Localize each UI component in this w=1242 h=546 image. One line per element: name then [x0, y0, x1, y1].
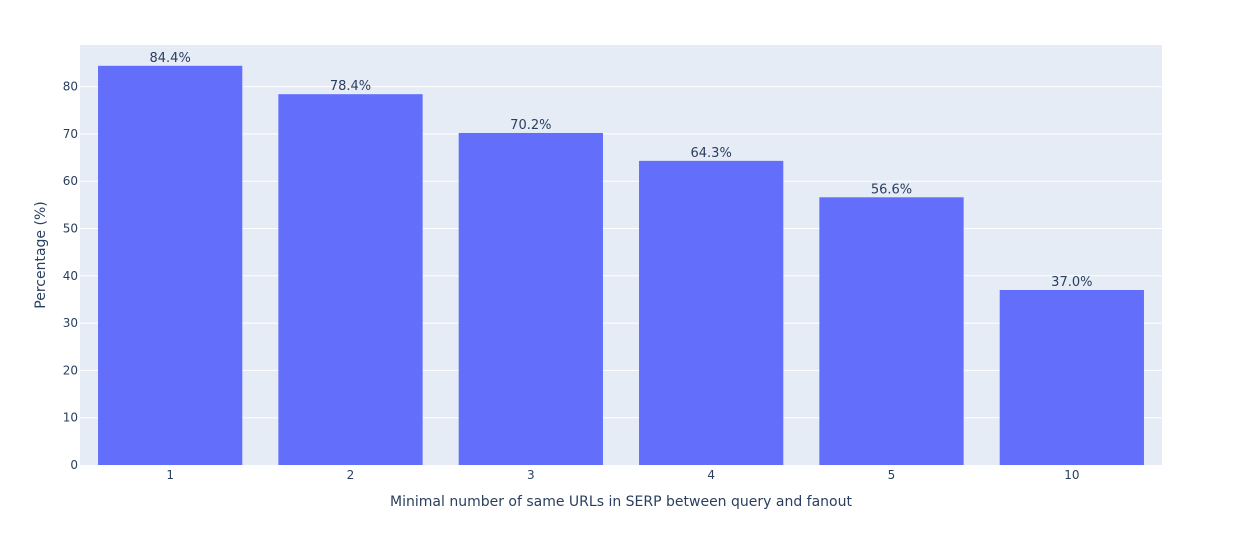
bar-value-label: 56.6% [871, 182, 912, 197]
bar-2 [278, 94, 423, 466]
bar-value-label: 37.0% [1051, 275, 1092, 290]
y-tick-label: 50 [63, 222, 78, 236]
bar-value-label: 84.4% [150, 51, 191, 66]
x-tick-label: 5 [888, 468, 896, 482]
bar-value-label: 78.4% [330, 79, 371, 94]
x-axis-ticks: 1 2 3 4 5 10 [166, 468, 1079, 482]
y-tick-label: 30 [63, 316, 78, 330]
x-tick-label: 1 [166, 468, 174, 482]
y-axis-ticks: 0 10 20 30 40 50 60 70 80 [63, 80, 78, 472]
y-tick-label: 40 [63, 269, 78, 283]
x-tick-label: 4 [707, 468, 715, 482]
bar-5 [819, 197, 964, 465]
x-tick-label: 3 [527, 468, 535, 482]
bar-3 [458, 132, 603, 466]
y-axis-title: Percentage (%) [33, 201, 49, 308]
x-axis-title: Minimal number of same URLs in SERP betw… [390, 494, 852, 510]
y-tick-label: 70 [63, 127, 78, 141]
bars [98, 65, 1144, 466]
y-tick-label: 10 [63, 411, 78, 425]
y-tick-label: 80 [63, 80, 78, 94]
y-tick-label: 20 [63, 363, 78, 377]
plot-background [80, 45, 1162, 465]
y-tick-label: 60 [63, 174, 78, 188]
x-tick-label: 10 [1064, 468, 1079, 482]
bar-4 [639, 160, 784, 466]
x-tick-label: 2 [347, 468, 355, 482]
bar-value-label: 64.3% [691, 146, 732, 161]
bar-1 [98, 65, 243, 465]
gridlines [80, 86, 1162, 419]
bar-value-label: 70.2% [510, 118, 551, 133]
bar-10 [999, 290, 1144, 465]
y-tick-label: 0 [70, 458, 78, 472]
bar-labels: 84.4% 78.4% 70.2% 64.3% 56.6% 37.0% [150, 51, 1093, 290]
